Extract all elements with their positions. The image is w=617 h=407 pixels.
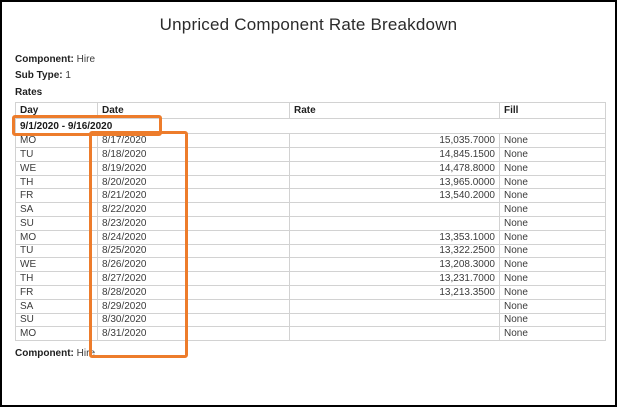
day-cell: TU <box>15 147 98 162</box>
rate-cell: 13,213.3500 <box>289 284 500 300</box>
subtype-value: 1 <box>65 70 71 82</box>
table-row: FR 8/21/2020 13,540.2000 None <box>15 188 606 204</box>
subtype-label: Sub Type: <box>15 70 63 82</box>
column-header-fill: Fill <box>499 102 606 120</box>
table-row: TH 8/27/2020 13,231.7000 None <box>15 271 606 286</box>
table-row: SU 8/30/2020 None <box>15 312 606 328</box>
day-cell: TH <box>15 174 98 190</box>
date-cell: 8/26/2020 <box>97 257 290 273</box>
date-cell: 8/25/2020 <box>97 243 290 259</box>
rate-cell: 15,035.7000 <box>289 133 500 149</box>
rate-cell: 13,965.0000 <box>289 174 500 190</box>
day-cell: SU <box>15 216 98 231</box>
day-cell: MO <box>15 229 98 245</box>
table-row: WE 8/19/2020 14,478.8000 None <box>15 160 606 176</box>
table-row: FR 8/28/2020 13,213.3500 None <box>15 284 606 300</box>
rate-cell: 13,322.2500 <box>289 243 500 259</box>
fill-cell: None <box>499 326 606 342</box>
date-cell: 8/20/2020 <box>97 174 290 190</box>
fill-cell: None <box>499 147 606 162</box>
rate-cell: 13,231.7000 <box>289 271 500 286</box>
rate-cell <box>289 312 500 328</box>
date-cell: 8/19/2020 <box>97 160 290 176</box>
day-cell: WE <box>15 257 98 273</box>
day-cell: MO <box>15 133 98 149</box>
date-cell: 8/21/2020 <box>97 188 290 204</box>
table-row: TU 8/18/2020 14,845.1500 None <box>15 147 606 162</box>
footer-component-label: Component: <box>15 348 74 360</box>
day-cell: SA <box>15 298 98 314</box>
table-row: SU 8/23/2020 None <box>15 216 606 231</box>
table-row: TH 8/20/2020 13,965.0000 None <box>15 174 606 190</box>
date-cell: 8/30/2020 <box>97 312 290 328</box>
rate-cell: 13,353.1000 <box>289 229 500 245</box>
rates-heading: Rates <box>15 86 43 98</box>
fill-cell: None <box>499 174 606 190</box>
day-cell: TH <box>15 271 98 286</box>
date-cell: 8/22/2020 <box>97 202 290 217</box>
day-cell: FR <box>15 188 98 204</box>
fill-cell: None <box>499 133 606 149</box>
rate-cell <box>289 202 500 217</box>
date-cell: 8/31/2020 <box>97 326 290 342</box>
date-cell: 8/28/2020 <box>97 284 290 300</box>
rate-cell: 14,845.1500 <box>289 147 500 162</box>
day-cell: MO <box>15 326 98 342</box>
date-cell: 8/24/2020 <box>97 229 290 245</box>
fill-cell: None <box>499 202 606 217</box>
day-cell: SA <box>15 202 98 217</box>
fill-cell: None <box>499 257 606 273</box>
column-header-rate: Rate <box>289 102 500 120</box>
rate-cell <box>289 326 500 342</box>
date-cell: 8/18/2020 <box>97 147 290 162</box>
table-row: SA 8/29/2020 None <box>15 298 606 314</box>
component-line: Component: Hire <box>15 52 615 68</box>
rate-cell: 13,540.2000 <box>289 188 500 204</box>
table-row: SA 8/22/2020 None <box>15 202 606 217</box>
report-title: Unpriced Component Rate Breakdown <box>159 15 458 34</box>
column-header-date: Date <box>97 102 290 120</box>
table-row: MO 8/31/2020 None <box>15 326 606 342</box>
footer-component-line: Component: Hire <box>15 347 615 361</box>
subtype-line: Sub Type: 1 <box>15 68 615 84</box>
rate-cell: 14,478.8000 <box>289 160 500 176</box>
date-cell: 8/17/2020 <box>97 133 290 149</box>
component-label: Component: <box>15 54 74 65</box>
rate-cell: 13,208.3000 <box>289 257 500 273</box>
column-header-day: Day <box>15 102 98 120</box>
fill-cell: None <box>499 271 606 286</box>
date-range-label: 9/1/2020 - 9/16/2020 <box>15 118 606 135</box>
date-cell: 8/29/2020 <box>97 298 290 314</box>
date-range-group-row: 9/1/2020 - 9/16/2020 <box>15 118 606 135</box>
report-meta: Component: Hire Sub Type: 1 Rates <box>15 52 615 101</box>
day-cell: TU <box>15 243 98 259</box>
day-cell: SU <box>15 312 98 328</box>
fill-cell: None <box>499 216 606 231</box>
rate-cell <box>289 298 500 314</box>
rates-table: Day Date Rate Fill 9/1/2020 - 9/16/2020 … <box>15 102 606 342</box>
date-cell: 8/23/2020 <box>97 216 290 231</box>
fill-cell: None <box>499 160 606 176</box>
day-cell: WE <box>15 160 98 176</box>
fill-cell: None <box>499 312 606 328</box>
date-cell: 8/27/2020 <box>97 271 290 286</box>
table-header-row: Day Date Rate Fill <box>15 102 606 120</box>
fill-cell: None <box>499 188 606 204</box>
table-row: MO 8/17/2020 15,035.7000 None <box>15 133 606 149</box>
fill-cell: None <box>499 298 606 314</box>
table-row: WE 8/26/2020 13,208.3000 None <box>15 257 606 273</box>
fill-cell: None <box>499 229 606 245</box>
fill-cell: None <box>499 243 606 259</box>
table-row: MO 8/24/2020 13,353.1000 None <box>15 229 606 245</box>
component-value: Hire <box>76 54 96 65</box>
footer-component-value: Hire <box>76 348 96 360</box>
rate-cell <box>289 216 500 231</box>
fill-cell: None <box>499 284 606 300</box>
day-cell: FR <box>15 284 98 300</box>
table-row: TU 8/25/2020 13,322.2500 None <box>15 243 606 259</box>
